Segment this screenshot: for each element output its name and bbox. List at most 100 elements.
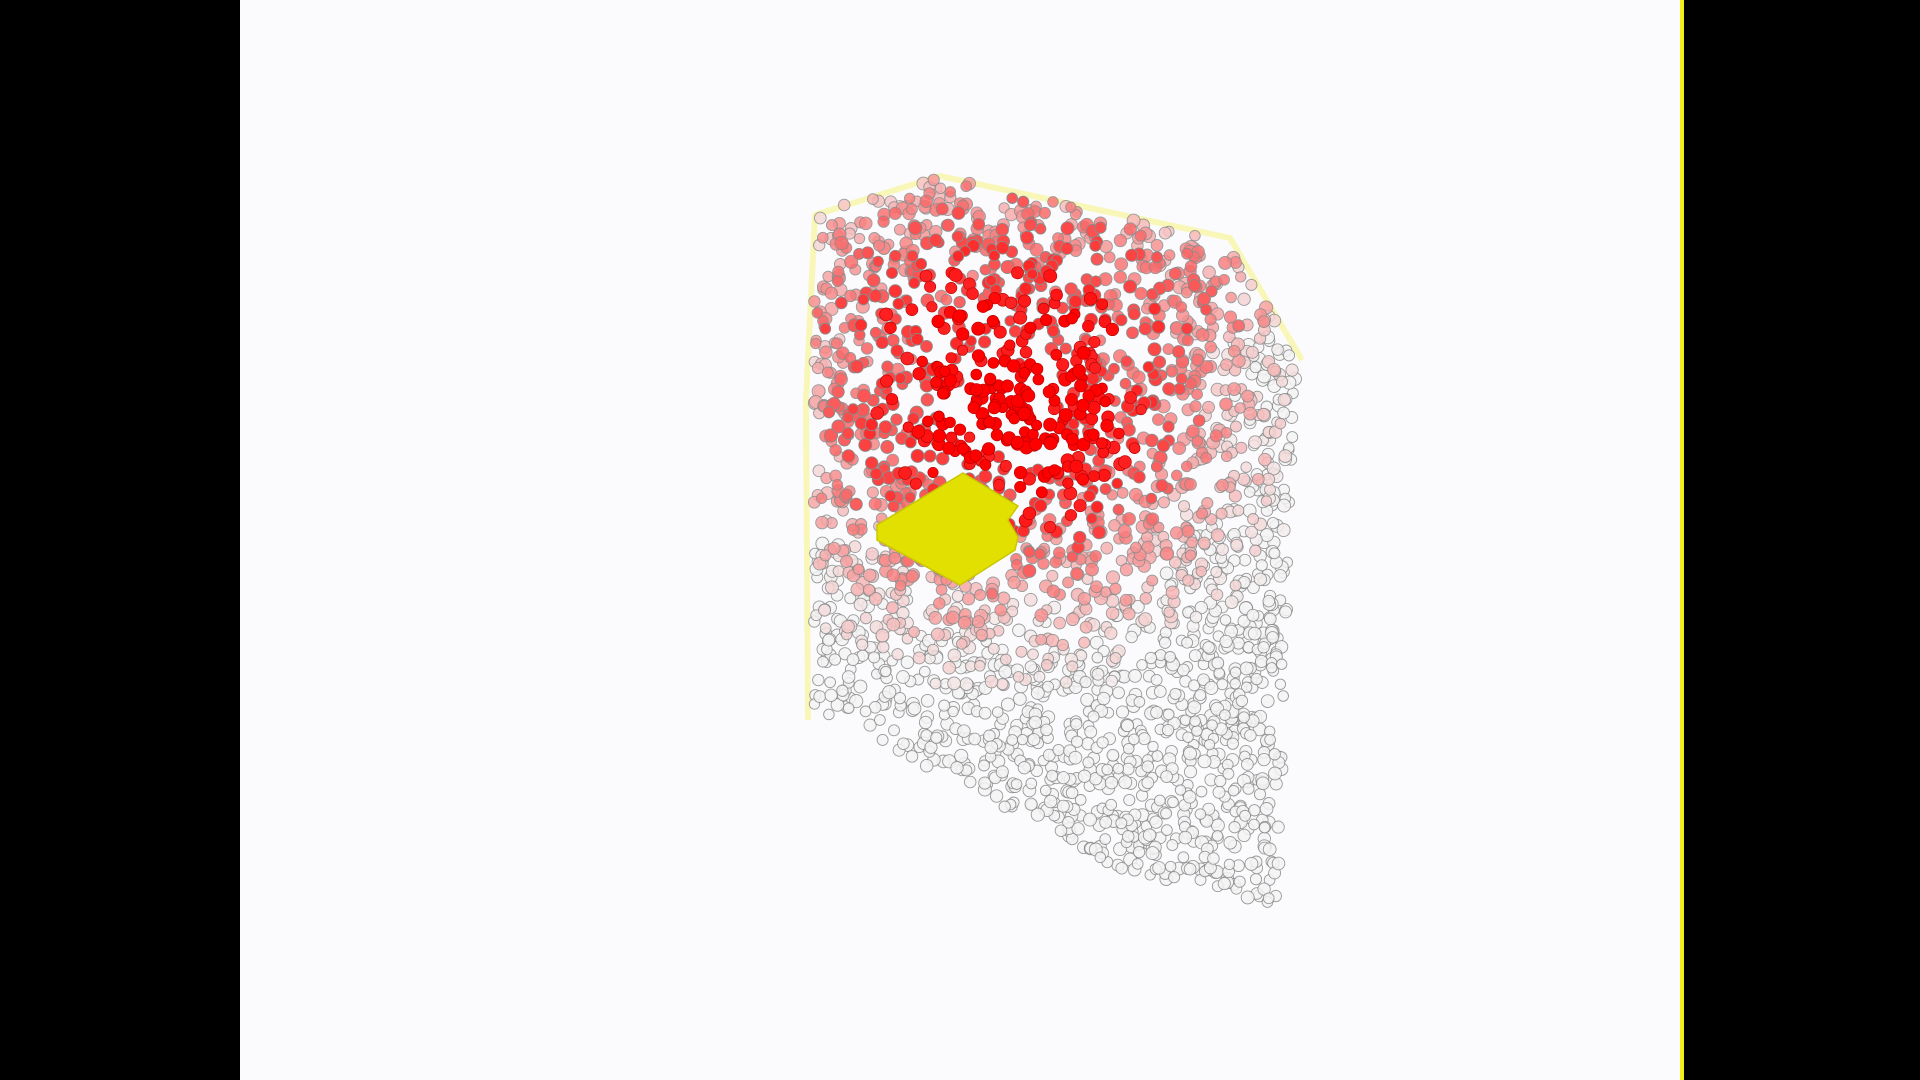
particle [1099,483,1112,496]
particle [1232,504,1245,517]
particle [1042,385,1056,399]
particle [1048,464,1061,477]
particle [1094,221,1107,234]
particle [962,592,976,606]
particle [1119,593,1133,607]
particle [1226,737,1239,750]
particle [912,367,926,381]
particle [1210,818,1225,833]
particle [1027,733,1041,747]
particle [867,193,879,205]
particle [971,321,986,336]
particle [1153,794,1166,807]
particle [1254,654,1269,668]
particle [1073,499,1087,513]
particle [834,372,848,387]
particle [952,250,965,263]
particle [834,296,848,310]
particle [1000,697,1016,712]
particle [1089,239,1102,252]
particle [1083,489,1096,503]
particle [928,611,943,625]
particle [825,219,838,232]
particle [1010,778,1023,790]
particle [945,281,958,294]
particle [1065,393,1078,406]
particle [1046,769,1059,782]
particle [844,592,857,605]
particle [1230,420,1242,433]
particle [945,352,957,364]
particle [912,651,926,665]
particle [1141,776,1155,790]
particle [1065,786,1079,800]
particle [1215,507,1228,520]
particle [1010,435,1025,450]
particle [888,284,903,298]
particle [1263,612,1277,626]
particle [1186,424,1200,438]
particle [1112,762,1125,775]
particle [1155,479,1169,493]
particle [956,638,968,650]
particle [813,690,827,703]
particle [1122,512,1136,526]
particle [1219,397,1233,411]
particle [1006,192,1018,204]
particle [1166,365,1178,378]
particle [1266,631,1279,644]
particle [951,230,964,243]
particle [830,337,844,350]
particle [1256,776,1270,791]
particle [1018,294,1032,308]
particle [1200,303,1212,316]
particle [1119,377,1132,390]
particle [1077,592,1092,606]
particle [875,628,890,643]
particle [1034,608,1049,623]
particle [1191,388,1203,401]
particle [1241,681,1253,693]
particle [831,275,844,287]
particle [1018,367,1031,379]
particle [918,715,933,730]
particle [1016,733,1029,746]
particle [1257,315,1271,328]
particle [1220,358,1233,371]
particle [1123,279,1138,294]
particle [837,198,851,212]
particle [1079,675,1092,689]
particle [903,192,916,205]
particle [1153,685,1167,698]
particle [1266,461,1281,476]
particle [1105,606,1120,621]
particle [1090,252,1104,266]
particle [1035,633,1047,646]
particle [1060,241,1074,255]
particle [1021,388,1036,403]
particle [885,393,899,406]
particle [1085,412,1099,426]
particle [995,765,1009,779]
3d-viewport[interactable] [240,0,1682,1080]
particle [1167,796,1179,809]
particle [1191,353,1204,367]
particle [1115,817,1128,830]
particle [1150,705,1164,719]
particle [1062,816,1075,829]
particle [1228,489,1242,503]
particle [1113,233,1128,248]
particle [1105,322,1120,337]
particle [1162,420,1175,433]
particle [1177,500,1191,513]
particle [1024,660,1038,673]
particle [1130,541,1142,554]
particle [860,342,874,355]
particle [1099,396,1111,408]
particle [1131,858,1144,870]
particle [1253,572,1268,586]
particle [993,479,1005,491]
particle [1230,538,1244,552]
particle [999,653,1012,666]
particle [1202,265,1216,280]
